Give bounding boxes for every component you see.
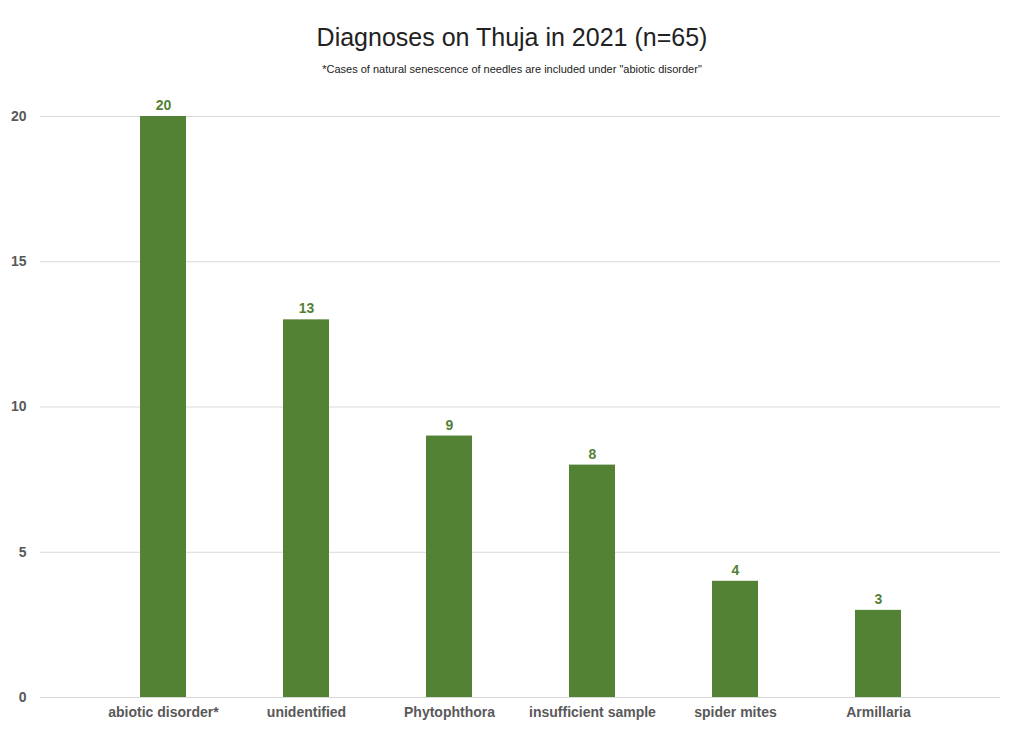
svg-text:20: 20 <box>156 97 172 113</box>
svg-text:13: 13 <box>299 300 315 316</box>
svg-text:Phytophthora: Phytophthora <box>404 704 495 720</box>
svg-text:10: 10 <box>11 398 27 414</box>
svg-text:insufficient sample: insufficient sample <box>529 704 656 720</box>
svg-text:20: 20 <box>11 108 27 124</box>
html-text:*Cases of natural senescence o: *Cases of natural senescence of needles … <box>322 63 702 75</box>
svg-text:3: 3 <box>875 591 883 607</box>
svg-text:0: 0 <box>19 689 27 705</box>
svg-text:15: 15 <box>11 253 27 269</box>
html-text:Diagnoses on Thuja in 2021 (n=: Diagnoses on Thuja in 2021 (n=65) <box>316 23 708 51</box>
svg-text:spider mites: spider mites <box>694 704 777 720</box>
svg-text:unidentified: unidentified <box>267 704 346 720</box>
svg-text:8: 8 <box>589 446 597 462</box>
svg-text:9: 9 <box>446 417 454 433</box>
svg-text:5: 5 <box>19 544 27 560</box>
svg-text:4: 4 <box>732 562 740 578</box>
svg-text:Armillaria: Armillaria <box>846 704 911 720</box>
svg-text:abiotic disorder*: abiotic disorder* <box>108 704 219 720</box>
